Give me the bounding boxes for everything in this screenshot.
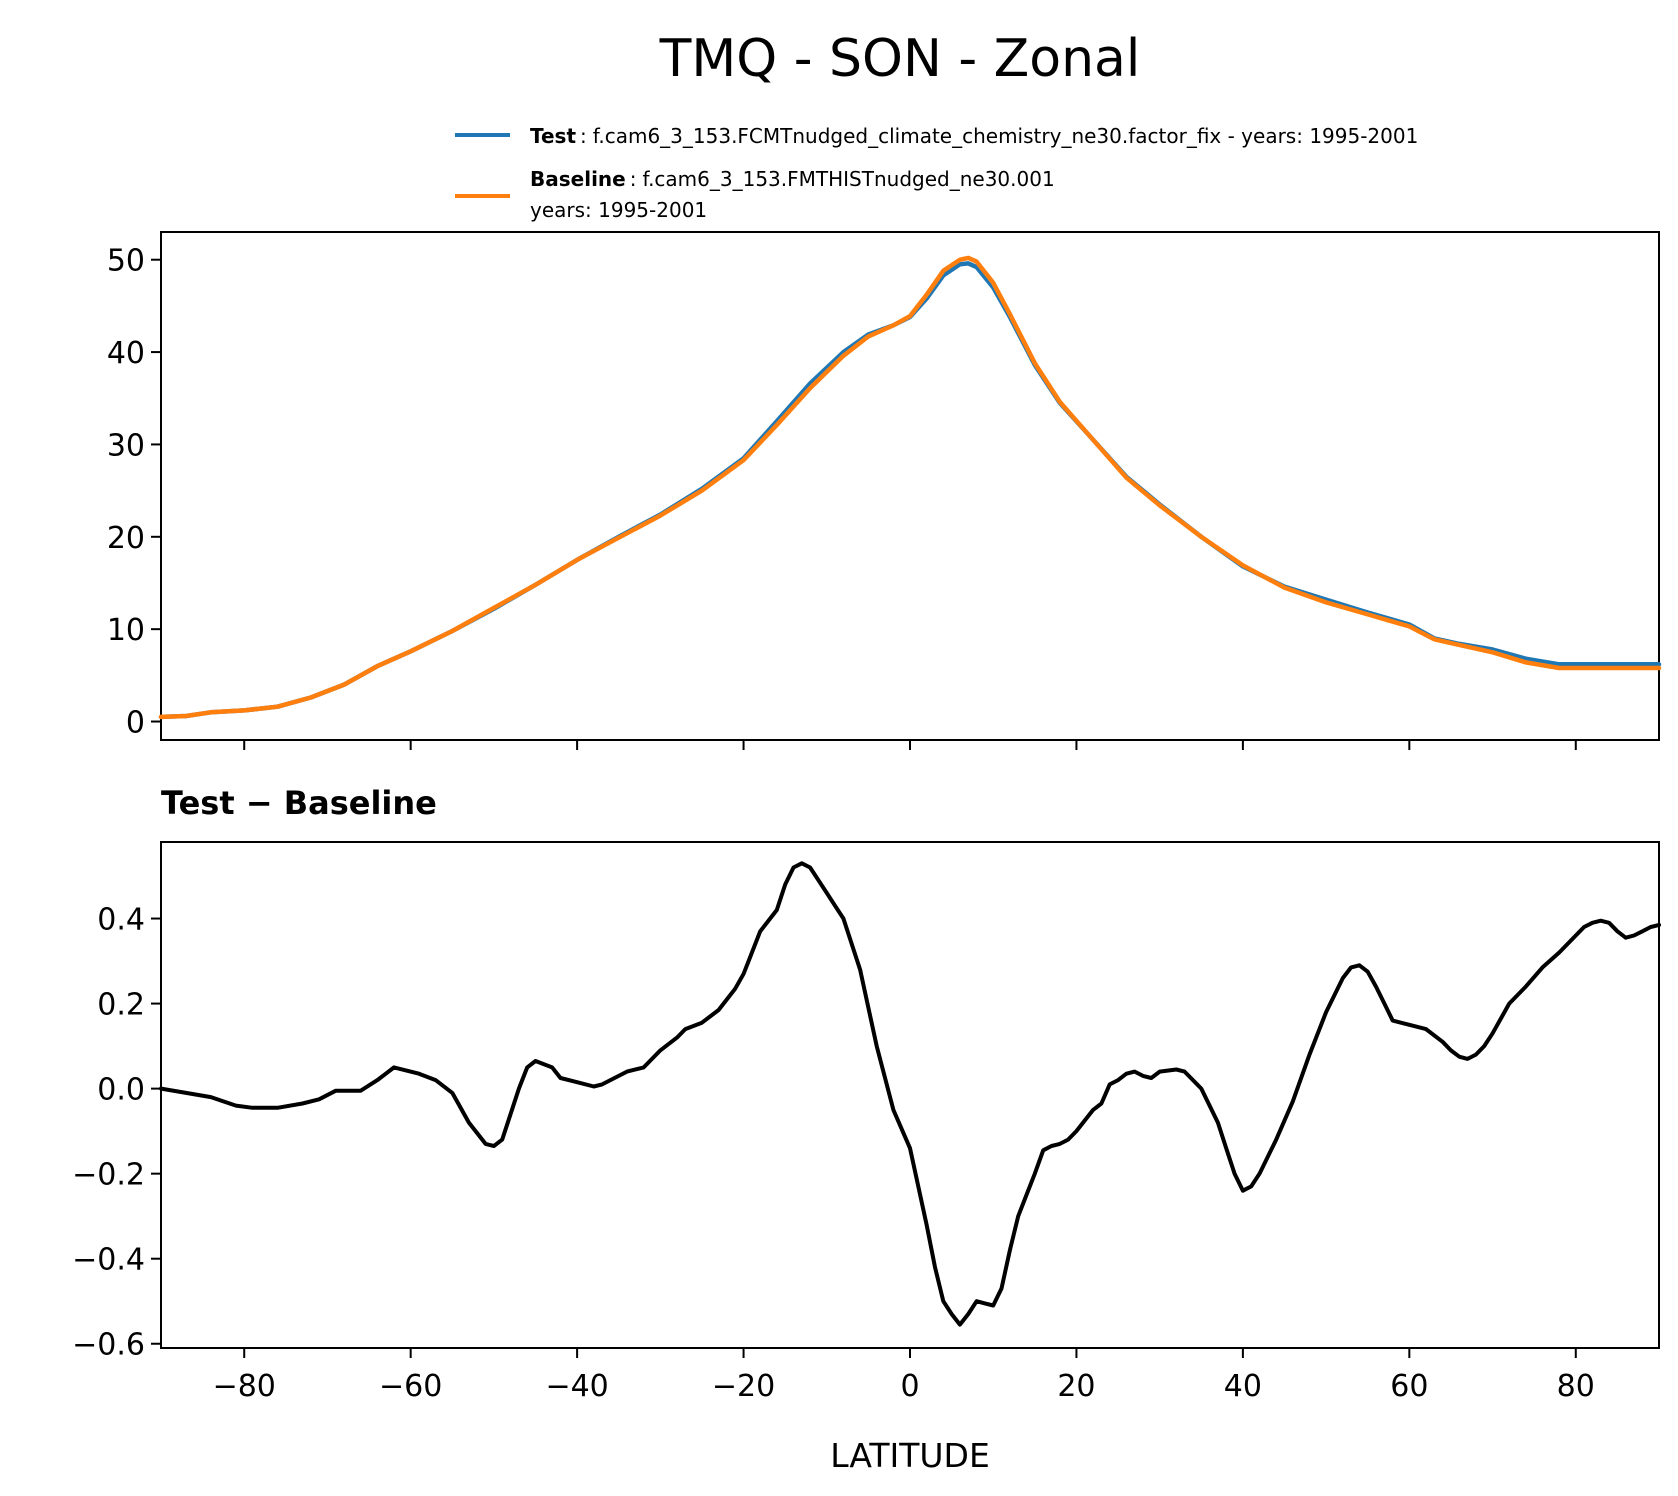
legend: Test: f.cam6_3_153.FCMTnudged_climate_che… (455, 124, 1418, 222)
bottom-xtick-label: −80 (213, 1369, 276, 1404)
bottom-ytick-label: −0.4 (72, 1243, 145, 1278)
x-axis-label: LATITUDE (830, 1436, 990, 1475)
top-ytick-label: 40 (107, 336, 145, 371)
bottom-y-axis: −0.6 −0.4 −0.2 0.0 0.2 0.4 (72, 903, 161, 1363)
legend-baseline-years: years: 1995-2001 (530, 198, 707, 222)
top-ytick-label: 50 (107, 244, 145, 279)
legend-baseline-entry: Baseline: f.cam6_3_153.FMTHISTnudged_ne30… (530, 167, 1055, 191)
top-series-baseline (158, 255, 1662, 720)
bottom-panel: −0.6 −0.4 −0.2 0.0 0.2 0.4 −80 −60 −40 −20 0 20 40 6… (72, 841, 1661, 1404)
top-ytick-label: 0 (126, 706, 145, 741)
top-ytick-label: 30 (107, 428, 145, 463)
bottom-xtick-label: 80 (1557, 1369, 1595, 1404)
bottom-xtick-label: 0 (900, 1369, 919, 1404)
legend-baseline-text: f.cam6_3_153.FMTHISTnudged_ne30.001 (642, 167, 1054, 191)
legend-test-text: f.cam6_3_153.FCMTnudged_climate_chemistr… (593, 124, 1419, 148)
bottom-ytick-label: −0.2 (72, 1158, 145, 1193)
bottom-xtick-label: 40 (1224, 1369, 1262, 1404)
bottom-xtick-label: −40 (545, 1369, 608, 1404)
difference-panel-title: Test − Baseline (161, 784, 437, 822)
top-ytick-label: 20 (107, 521, 145, 556)
bottom-ytick-label: 0.2 (97, 988, 145, 1023)
legend-baseline-label: Baseline (530, 167, 626, 191)
top-x-axis (243, 740, 1577, 750)
bottom-xtick-label: −20 (712, 1369, 775, 1404)
bottom-ytick-label: −0.6 (72, 1328, 145, 1363)
bottom-xtick-label: −60 (379, 1369, 442, 1404)
bottom-xtick-label: 20 (1057, 1369, 1095, 1404)
bottom-x-axis: −80 −60 −40 −20 0 20 40 60 80 (213, 1348, 1595, 1404)
top-panel: 0 10 20 30 40 50 (107, 231, 1662, 750)
top-y-axis: 0 10 20 30 40 50 (107, 244, 161, 741)
bottom-series-test-baseline (159, 861, 1661, 1327)
legend-test-label: Test (530, 124, 576, 148)
bottom-ytick-label: 0.0 (97, 1073, 145, 1108)
legend-test-entry: Test: f.cam6_3_153.FCMTnudged_climate_che… (530, 124, 1418, 148)
bottom-xtick-label: 60 (1390, 1369, 1428, 1404)
top-ytick-label: 10 (107, 613, 145, 648)
figure-title: TMQ - SON - Zonal (659, 29, 1141, 89)
top-series (158, 255, 1662, 720)
bottom-plot-frame (160, 841, 1660, 1349)
bottom-ytick-label: 0.4 (97, 903, 145, 938)
top-series-test (158, 261, 1662, 720)
bottom-series (159, 861, 1661, 1327)
